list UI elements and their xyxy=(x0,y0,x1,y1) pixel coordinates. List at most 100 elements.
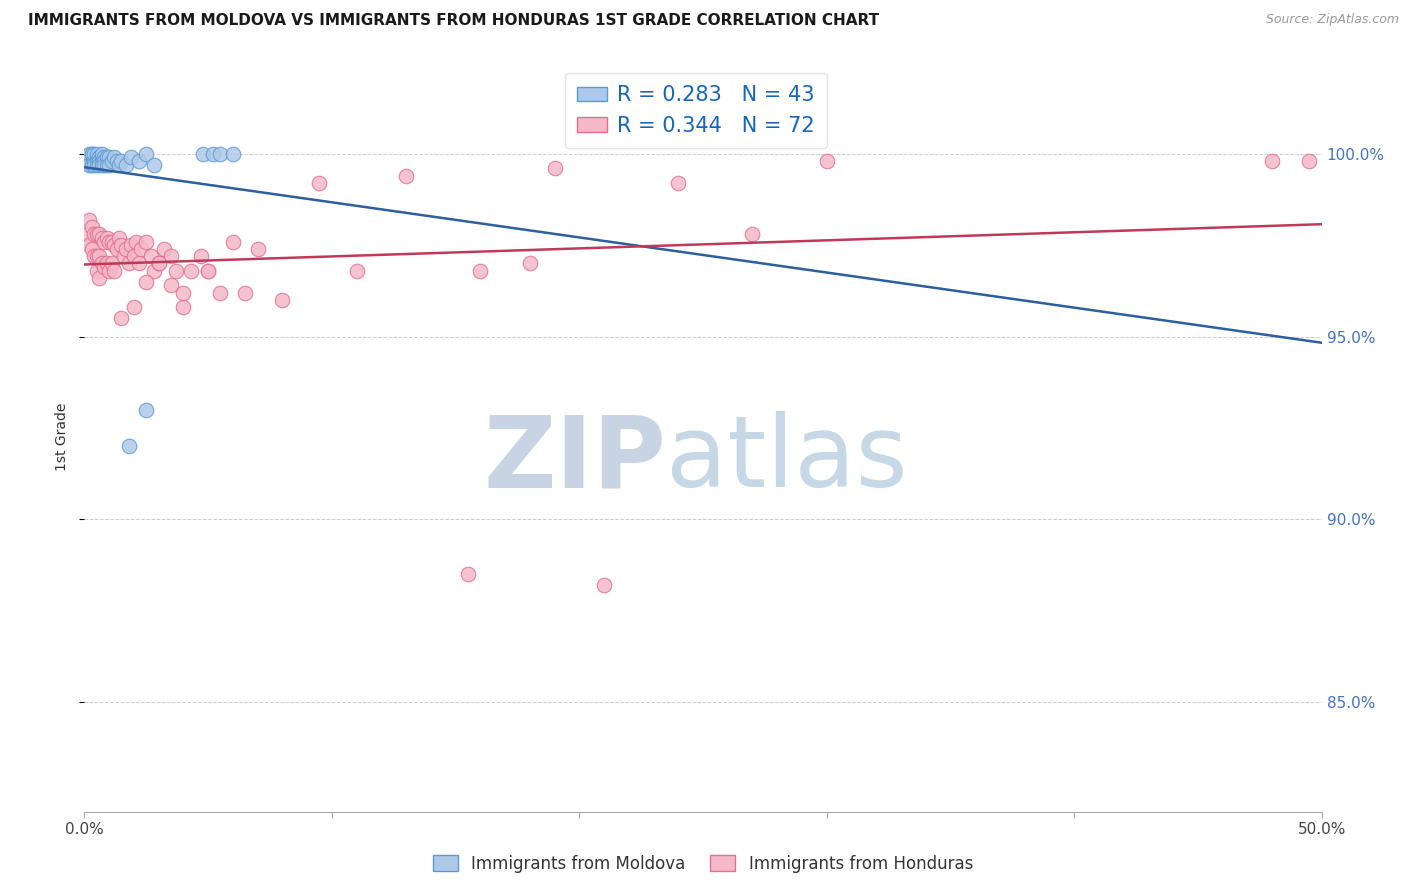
Point xyxy=(89,158,111,172)
Point xyxy=(457,567,479,582)
Point xyxy=(346,264,368,278)
Point xyxy=(93,154,115,169)
Point xyxy=(470,264,492,278)
Point xyxy=(83,249,105,263)
Point xyxy=(90,231,112,245)
Point xyxy=(98,158,121,172)
Point xyxy=(93,158,115,172)
Point xyxy=(89,151,111,165)
Point xyxy=(118,256,141,270)
Point xyxy=(815,154,838,169)
Point xyxy=(93,151,115,165)
Point xyxy=(86,158,108,172)
Point xyxy=(209,285,232,300)
Point xyxy=(103,264,125,278)
Point xyxy=(96,231,118,245)
Point xyxy=(103,238,125,252)
Point xyxy=(80,158,103,172)
Point xyxy=(100,256,122,270)
Point xyxy=(110,154,132,169)
Point xyxy=(79,146,101,161)
Point xyxy=(83,146,105,161)
Point xyxy=(148,256,170,270)
Legend: R = 0.283   N = 43, R = 0.344   N = 72: R = 0.283 N = 43, R = 0.344 N = 72 xyxy=(565,73,827,148)
Point xyxy=(741,227,763,242)
Point xyxy=(118,439,141,453)
Point xyxy=(76,154,98,169)
Point xyxy=(152,242,174,256)
Point xyxy=(120,238,142,252)
Point xyxy=(191,146,214,161)
Point xyxy=(135,146,157,161)
Point xyxy=(148,256,170,270)
Point xyxy=(108,158,131,172)
Point xyxy=(666,176,689,190)
Y-axis label: 1st Grade: 1st Grade xyxy=(55,403,69,471)
Point xyxy=(80,146,103,161)
Point xyxy=(129,242,152,256)
Point xyxy=(105,154,128,169)
Point xyxy=(96,158,118,172)
Point xyxy=(160,249,183,263)
Point xyxy=(165,264,187,278)
Point xyxy=(80,242,103,256)
Point xyxy=(308,176,330,190)
Point xyxy=(120,151,142,165)
Point xyxy=(197,264,219,278)
Point xyxy=(222,235,245,249)
Point xyxy=(125,235,148,249)
Point xyxy=(115,242,138,256)
Point xyxy=(135,235,157,249)
Point xyxy=(83,154,105,169)
Point xyxy=(90,158,112,172)
Text: atlas: atlas xyxy=(666,411,907,508)
Point xyxy=(89,227,111,242)
Point xyxy=(86,154,108,169)
Point xyxy=(79,158,101,172)
Point xyxy=(100,154,122,169)
Point xyxy=(90,256,112,270)
Point xyxy=(1261,154,1284,169)
Point xyxy=(233,285,256,300)
Point xyxy=(89,271,111,285)
Point xyxy=(79,238,101,252)
Point xyxy=(90,146,112,161)
Point xyxy=(89,154,111,169)
Point xyxy=(76,227,98,242)
Point xyxy=(93,235,115,249)
Point xyxy=(160,278,183,293)
Point xyxy=(90,151,112,165)
Point xyxy=(112,249,135,263)
Point xyxy=(80,219,103,234)
Point xyxy=(271,293,294,307)
Point xyxy=(395,169,418,183)
Point xyxy=(246,242,269,256)
Point xyxy=(83,158,105,172)
Point xyxy=(103,151,125,165)
Point xyxy=(128,154,150,169)
Point xyxy=(135,402,157,417)
Point xyxy=(202,146,225,161)
Point xyxy=(110,311,132,326)
Point xyxy=(96,256,118,270)
Point xyxy=(86,264,108,278)
Point xyxy=(86,146,108,161)
Point xyxy=(1298,154,1320,169)
Point xyxy=(543,161,565,176)
Point xyxy=(141,249,163,263)
Point xyxy=(197,264,219,278)
Point xyxy=(110,238,132,252)
Point xyxy=(519,256,541,270)
Point xyxy=(190,249,212,263)
Point xyxy=(86,249,108,263)
Point xyxy=(96,151,118,165)
Point xyxy=(122,249,145,263)
Point xyxy=(142,158,165,172)
Point xyxy=(86,151,108,165)
Legend: Immigrants from Moldova, Immigrants from Honduras: Immigrants from Moldova, Immigrants from… xyxy=(426,848,980,880)
Point xyxy=(122,301,145,315)
Point xyxy=(108,231,131,245)
Point xyxy=(128,256,150,270)
Point xyxy=(90,154,112,169)
Point xyxy=(98,264,121,278)
